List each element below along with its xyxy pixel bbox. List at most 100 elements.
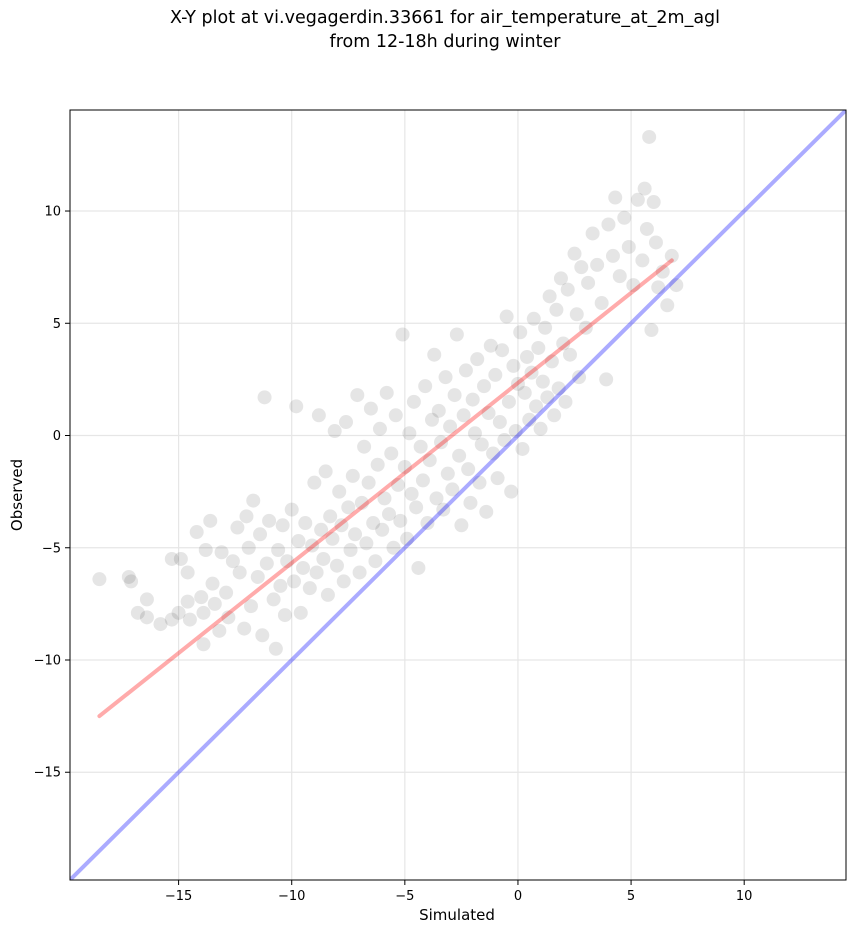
data-point [253,527,268,542]
data-point [293,605,308,620]
y-axis-label: Observed [8,459,26,531]
data-point [605,248,620,263]
data-point [391,477,406,492]
data-point [590,257,605,272]
data-point [205,576,220,591]
data-point [531,340,546,355]
regression-line [97,258,674,719]
data-point [438,370,453,385]
data-point [139,610,154,625]
x-tick-label: −5 [395,889,414,904]
data-point [296,560,311,575]
data-point [384,446,399,461]
data-point [316,551,331,566]
data-point [431,403,446,418]
data-point [635,253,650,268]
data-point [386,540,401,555]
data-point [311,408,326,423]
data-point [388,408,403,423]
data-point [556,336,571,351]
data-point [232,565,247,580]
data-point [420,516,435,531]
plot-frame [69,109,847,881]
chart-title-line-1: X-Y plot at vi.vegagerdin.33661 for air_… [169,8,721,28]
data-point [343,543,358,557]
data-point [164,551,179,566]
data-point [182,612,197,627]
data-point [397,459,412,474]
data-point [309,565,324,580]
data-point [404,486,419,501]
data-point [180,565,195,580]
data-point [411,560,426,575]
data-point [413,439,428,454]
data-point [651,280,666,295]
data-point [549,302,564,317]
data-point [259,556,274,571]
data-point [547,408,562,423]
data-point [581,275,596,290]
data-point [544,354,559,369]
data-point [501,394,516,409]
data-point [219,585,234,600]
data-point [273,578,288,593]
data-point [445,482,460,497]
data-point [139,592,154,607]
identity-line [70,110,846,880]
data-point [289,399,304,414]
data-point [642,129,657,144]
reference-lines [70,110,846,880]
data-point [535,374,550,389]
data-point [415,473,430,488]
data-point [377,491,392,506]
data-point [266,592,281,607]
data-point [461,462,476,477]
data-point [440,466,455,481]
data-point [454,518,469,533]
data-point [352,565,367,580]
data-point [345,468,360,483]
data-point [515,441,530,456]
data-point [250,569,265,584]
data-point [601,217,616,232]
data-point [524,365,539,380]
data-point [336,574,351,589]
data-point [655,264,670,279]
data-point [418,379,433,394]
grid [70,110,846,880]
data-point [327,424,342,439]
data-point [551,381,566,396]
data-point [366,516,381,531]
data-point [354,495,369,510]
data-point [225,554,240,569]
data-point [612,269,627,284]
data-point [522,412,537,427]
data-point [375,522,390,537]
y-tick-label: 10 [44,205,61,220]
data-point [529,399,544,414]
data-point [540,390,555,405]
data-point [291,534,306,549]
data-point [372,421,387,436]
data-point [477,379,492,394]
data-point [553,271,568,286]
data-point [585,226,600,241]
y-tick-label: −5 [42,541,61,556]
data-point [504,484,519,499]
data-point [456,408,471,423]
data-point [171,605,186,620]
data-point [429,491,444,506]
data-point [481,406,496,421]
x-tick-label: 5 [627,889,635,904]
data-point [257,390,272,405]
data-point [280,554,295,569]
data-point [409,500,424,515]
data-point [164,612,179,627]
data-point [422,453,437,468]
data-point [486,446,501,461]
data-point [400,531,415,546]
data-points [92,129,684,656]
data-point [558,394,573,409]
data-point [277,608,292,623]
data-point [314,522,329,537]
